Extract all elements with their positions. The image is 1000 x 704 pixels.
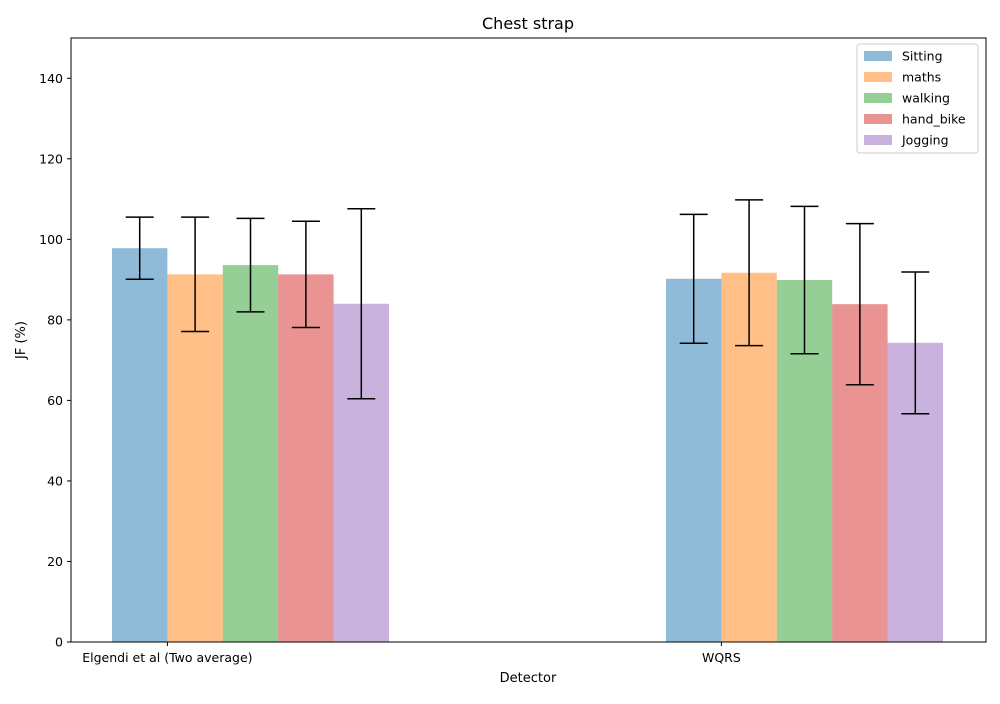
- error-bar-2-1: [790, 205, 819, 355]
- x-tick-label: Elgendi et al (Two average): [82, 650, 252, 665]
- y-tick-label: 60: [47, 393, 63, 408]
- y-tick-label: 140: [39, 71, 63, 86]
- legend-swatch: [864, 93, 892, 103]
- legend-item: Sitting: [864, 49, 943, 64]
- legend-item: hand_bike: [864, 112, 966, 127]
- error-bar-1-1: [735, 199, 764, 347]
- y-tick-label: 0: [55, 635, 63, 650]
- error-bar-1-0: [181, 216, 210, 333]
- y-axis-label: JF (%): [14, 321, 29, 360]
- x-tick-label: WQRS: [702, 650, 741, 665]
- error-bar-4-1: [901, 271, 930, 415]
- bars-layer: [112, 248, 943, 642]
- chart-title: Chest strap: [482, 14, 574, 33]
- legend-item: Jogging: [864, 133, 949, 148]
- legend-swatch: [864, 135, 892, 145]
- y-tick-label: 40: [47, 473, 63, 488]
- error-bar-0-0: [125, 216, 154, 280]
- legend-swatch: [864, 72, 892, 82]
- bar-sitting-0: [112, 248, 168, 642]
- plot-frame: [70, 37, 987, 643]
- legend-label: hand_bike: [902, 112, 966, 127]
- y-axis: 0 20 40 60 80 100 120 140: [39, 71, 71, 650]
- x-axis-label: Detector: [500, 671, 557, 686]
- bar-maths-0: [167, 274, 223, 642]
- bar-hand-bike-0: [278, 274, 334, 642]
- legend-item: walking: [864, 91, 950, 106]
- error-bar-2-0: [236, 217, 265, 313]
- error-bar-0-1: [679, 213, 708, 344]
- bar-walking-0: [222, 265, 279, 642]
- legend-label: Sitting: [902, 49, 943, 64]
- y-tick-label: 20: [47, 554, 63, 569]
- legend-box: [856, 43, 979, 154]
- legend: Sitting maths walking hand_bike Jogging: [856, 43, 979, 154]
- legend-swatch: [864, 51, 892, 61]
- legend-label: maths: [902, 70, 941, 85]
- y-tick-label: 100: [39, 232, 63, 247]
- error-bars-layer: [125, 199, 930, 415]
- error-bar-3-0: [291, 220, 320, 329]
- error-bar-4-0: [347, 207, 376, 400]
- x-axis: Elgendi et al (Two average) WQRS: [82, 642, 741, 665]
- error-bar-3-1: [845, 222, 874, 386]
- legend-label: walking: [902, 91, 950, 106]
- y-tick-label: 120: [39, 151, 63, 166]
- y-tick-label: 80: [47, 312, 63, 327]
- legend-item: maths: [864, 70, 941, 85]
- legend-label: Jogging: [901, 133, 949, 148]
- legend-swatch: [864, 114, 892, 124]
